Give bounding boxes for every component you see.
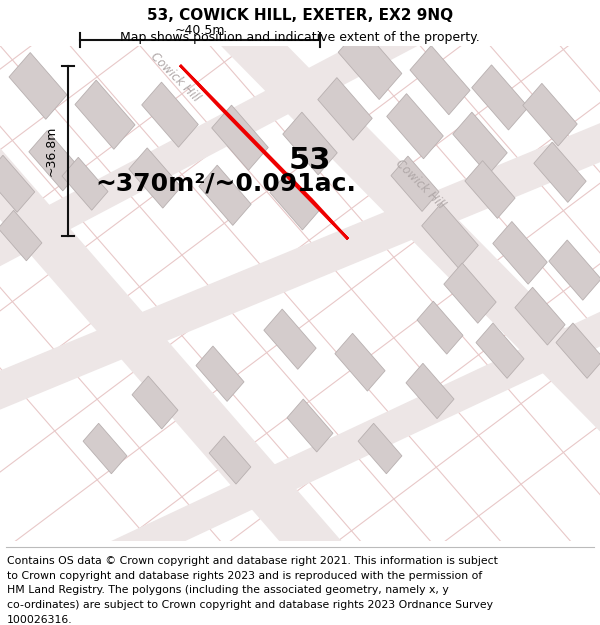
Text: co-ordinates) are subject to Crown copyright and database rights 2023 Ordnance S: co-ordinates) are subject to Crown copyr… <box>7 600 493 610</box>
Polygon shape <box>129 148 181 208</box>
Polygon shape <box>444 263 496 323</box>
Text: 100026316.: 100026316. <box>7 615 73 625</box>
Polygon shape <box>287 399 333 452</box>
Polygon shape <box>335 333 385 391</box>
Text: Cowick Hill: Cowick Hill <box>148 49 202 104</box>
Text: ~40.5m: ~40.5m <box>175 24 225 37</box>
Polygon shape <box>270 172 320 230</box>
Text: to Crown copyright and database rights 2023 and is reproduced with the permissio: to Crown copyright and database rights 2… <box>7 571 482 581</box>
Text: 53: 53 <box>289 146 331 175</box>
Text: HM Land Registry. The polygons (including the associated geometry, namely x, y: HM Land Registry. The polygons (includin… <box>7 586 449 596</box>
Polygon shape <box>465 161 515 218</box>
Polygon shape <box>387 94 443 159</box>
Polygon shape <box>417 301 463 354</box>
Text: Contains OS data © Crown copyright and database right 2021. This information is : Contains OS data © Crown copyright and d… <box>7 556 498 566</box>
Polygon shape <box>410 46 470 115</box>
Polygon shape <box>0 131 356 593</box>
Polygon shape <box>75 80 135 149</box>
Polygon shape <box>493 221 547 284</box>
Polygon shape <box>318 78 372 140</box>
Text: ~36.8m: ~36.8m <box>45 126 58 176</box>
Polygon shape <box>283 112 337 175</box>
Polygon shape <box>95 296 600 579</box>
Text: Cowick Hill: Cowick Hill <box>393 156 447 211</box>
Polygon shape <box>29 131 81 191</box>
Polygon shape <box>199 165 251 226</box>
Polygon shape <box>358 423 402 474</box>
Polygon shape <box>212 105 268 170</box>
Text: ~370m²/~0.091ac.: ~370m²/~0.091ac. <box>95 172 356 196</box>
Polygon shape <box>9 52 67 119</box>
Polygon shape <box>0 155 35 212</box>
Polygon shape <box>515 288 565 345</box>
Polygon shape <box>0 0 456 279</box>
Polygon shape <box>556 323 600 378</box>
Polygon shape <box>142 82 198 148</box>
Text: 53, COWICK HILL, EXETER, EX2 9NQ: 53, COWICK HILL, EXETER, EX2 9NQ <box>147 8 453 22</box>
Polygon shape <box>196 346 244 401</box>
Polygon shape <box>472 65 528 130</box>
Polygon shape <box>534 142 586 202</box>
Polygon shape <box>523 83 577 146</box>
Polygon shape <box>391 156 439 211</box>
Polygon shape <box>453 112 507 175</box>
Polygon shape <box>406 363 454 419</box>
Polygon shape <box>132 376 178 429</box>
Polygon shape <box>338 26 402 99</box>
Polygon shape <box>264 309 316 369</box>
Text: Map shows position and indicative extent of the property.: Map shows position and indicative extent… <box>120 31 480 44</box>
Polygon shape <box>0 211 42 261</box>
Polygon shape <box>549 240 600 300</box>
Polygon shape <box>476 323 524 378</box>
Polygon shape <box>83 423 127 474</box>
Polygon shape <box>422 203 478 268</box>
Polygon shape <box>205 0 600 468</box>
Polygon shape <box>209 436 251 484</box>
Polygon shape <box>62 158 108 210</box>
Polygon shape <box>0 109 600 420</box>
